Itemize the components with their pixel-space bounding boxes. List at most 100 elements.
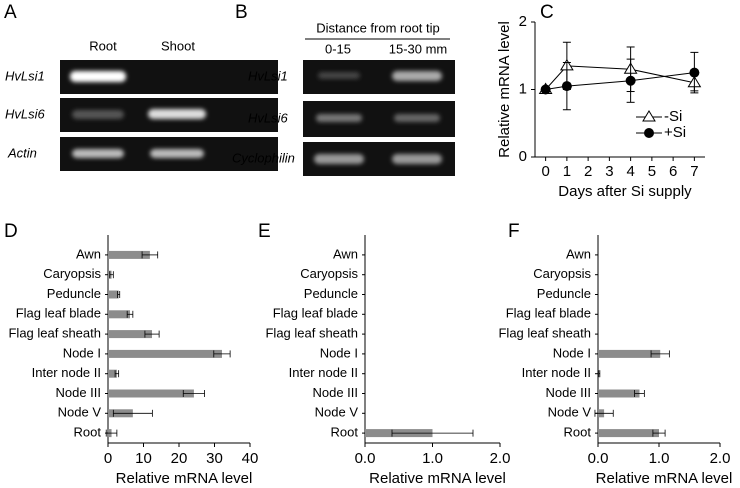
gel-row: Actin — [7, 145, 37, 160]
x-tick-label: 0.0 — [588, 450, 609, 467]
marker — [540, 84, 551, 95]
x-tick-label: 0.0 — [355, 450, 376, 467]
y-tick-label: 0 — [519, 148, 527, 165]
gel-row: HvLsi1 — [5, 68, 45, 83]
panel-letter: D — [4, 221, 18, 242]
category-label: Flag leaf sheath — [8, 326, 101, 341]
gel-band — [316, 114, 362, 122]
category-label: Flag leaf blade — [506, 306, 591, 321]
category-label: Node III — [545, 385, 591, 400]
x-axis-title: Relative mRNA level — [596, 470, 733, 487]
gel-band — [148, 109, 206, 119]
category-label: Caryopsis — [300, 266, 358, 281]
x-tick-label: 0 — [104, 450, 112, 467]
category-label: Node III — [312, 385, 358, 400]
x-tick-label: 0 — [541, 163, 549, 180]
gel — [303, 60, 455, 176]
x-tick-label: 3 — [605, 163, 613, 180]
panel-letter: B — [235, 2, 248, 23]
x-axis-title: Days after Si supply — [558, 183, 692, 200]
category-label: Inter node II — [522, 365, 591, 380]
category-label: Inter node II — [289, 365, 358, 380]
gel-heading: Distance from root tip — [316, 20, 440, 35]
bar — [108, 290, 119, 299]
x-tick-label: 1.0 — [649, 450, 670, 467]
marker — [625, 75, 636, 86]
x-tick-label: 2 — [584, 163, 592, 180]
category-label: Flag leaf sheath — [498, 326, 591, 341]
category-label: Awn — [76, 246, 101, 261]
gel-band — [392, 71, 442, 81]
x-tick-label: 7 — [690, 163, 698, 180]
series-line — [545, 65, 695, 90]
x-tick-label: 2.0 — [490, 450, 511, 467]
category-label: Root — [564, 425, 592, 440]
panel-letter: E — [258, 221, 271, 242]
x-axis-title: Relative mRNA level — [116, 470, 253, 487]
x-tick-label: 40 — [242, 450, 259, 467]
gel-band — [314, 154, 364, 164]
gel-column: 0-15 — [325, 41, 351, 56]
marker — [689, 67, 700, 78]
y-tick-label: 2 — [519, 13, 527, 30]
gel-band — [70, 71, 126, 82]
category-label: Awn — [566, 246, 591, 261]
panel-letter: C — [540, 2, 554, 23]
gel-column: Shoot — [161, 38, 195, 53]
gel-row: HvLsi6 — [5, 106, 46, 121]
x-tick-label: 10 — [135, 450, 152, 467]
bar — [108, 369, 117, 378]
category-label: Flag leaf sheath — [265, 326, 358, 341]
category-label: Peduncle — [304, 286, 358, 301]
x-axis-title: Relative mRNA level — [369, 470, 506, 487]
gel-band — [150, 149, 204, 158]
category-label: Root — [331, 425, 359, 440]
marker — [642, 110, 656, 122]
bar — [598, 429, 659, 438]
marker — [644, 128, 654, 138]
gel-band — [392, 154, 442, 164]
panel-letter: F — [508, 221, 520, 242]
gel — [60, 60, 278, 171]
category-label: Flag leaf blade — [273, 306, 358, 321]
x-tick-label: 20 — [171, 450, 188, 467]
legend-label: +Si — [664, 124, 686, 141]
gel-row: HvLsi6 — [248, 110, 289, 125]
y-axis-title: Relative mRNA level — [496, 21, 513, 158]
category-label: Peduncle — [47, 286, 101, 301]
bar — [108, 310, 131, 319]
x-tick-label: 1.0 — [422, 450, 443, 467]
category-label: Node I — [553, 345, 591, 360]
category-label: Root — [74, 425, 102, 440]
x-tick-label: 2.0 — [710, 450, 731, 467]
bar — [108, 250, 150, 259]
category-label: Node V — [58, 405, 102, 420]
gel-band — [72, 149, 124, 158]
category-label: Caryopsis — [43, 266, 101, 281]
gel-column: 15-30 mm — [389, 41, 448, 56]
x-tick-label: 4 — [626, 163, 634, 180]
x-tick-label: 5 — [648, 163, 656, 180]
panel-letter: A — [4, 2, 17, 23]
gel-row: Cyclophilin — [232, 150, 295, 165]
category-label: Peduncle — [537, 286, 591, 301]
gel-band — [318, 72, 360, 79]
bar — [108, 330, 153, 339]
category-label: Node I — [320, 345, 358, 360]
category-label: Node V — [315, 405, 359, 420]
marker — [561, 81, 572, 92]
series-line — [545, 72, 695, 90]
x-tick-label: 6 — [669, 163, 677, 180]
category-label: Awn — [333, 246, 358, 261]
bar — [108, 349, 222, 358]
x-tick-label: 30 — [206, 450, 223, 467]
bar — [108, 389, 194, 398]
category-label: Node III — [55, 385, 101, 400]
category-label: Flag leaf blade — [16, 306, 101, 321]
gel-band — [394, 114, 440, 122]
category-label: Node V — [548, 405, 592, 420]
bar — [598, 389, 640, 398]
bar — [598, 349, 661, 358]
